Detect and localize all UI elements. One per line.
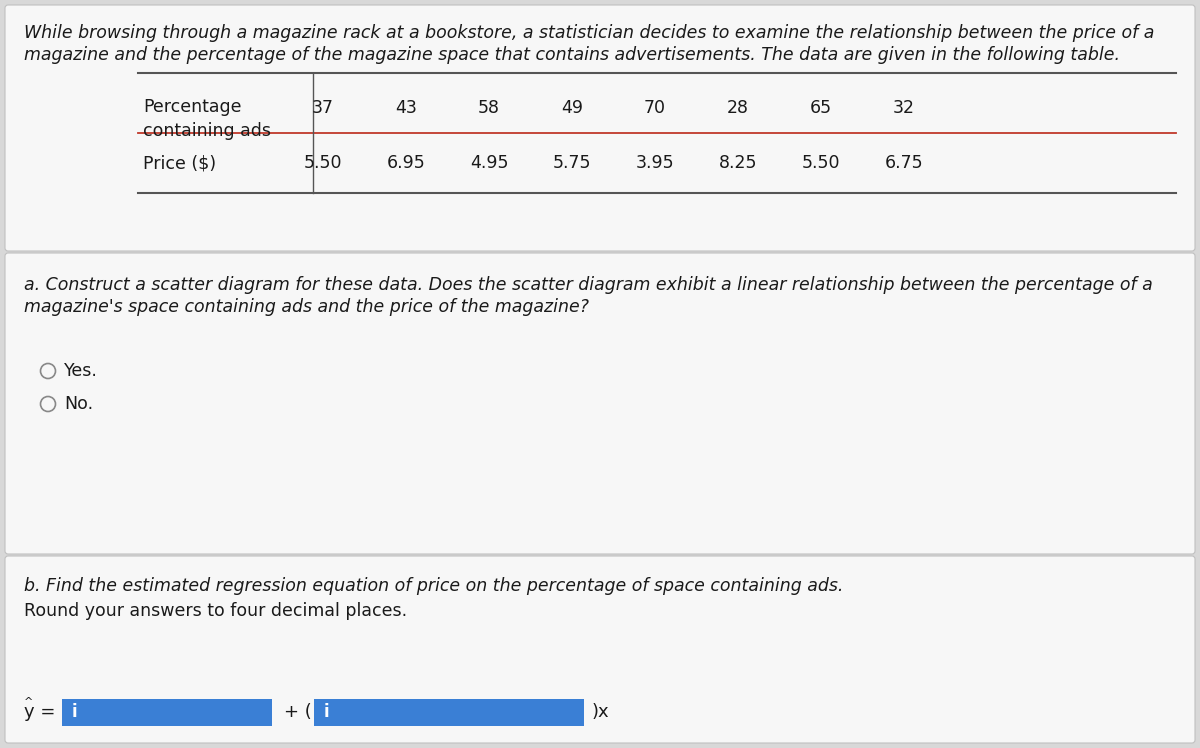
Text: Percentage
containing ads: Percentage containing ads (143, 98, 271, 140)
Text: 65: 65 (810, 99, 832, 117)
Text: Yes.: Yes. (64, 362, 98, 380)
Text: Round your answers to four decimal places.: Round your answers to four decimal place… (24, 602, 407, 620)
Text: 58: 58 (478, 99, 500, 117)
Text: + (: + ( (284, 703, 312, 721)
Text: 43: 43 (395, 99, 416, 117)
Text: No.: No. (64, 395, 94, 413)
Text: 28: 28 (727, 99, 749, 117)
FancyBboxPatch shape (5, 5, 1195, 251)
Text: )x: )x (592, 703, 610, 721)
Text: 6.95: 6.95 (386, 154, 425, 172)
Text: 49: 49 (562, 99, 583, 117)
Text: Price ($): Price ($) (143, 154, 216, 172)
Text: b. Find the estimated regression equation of price on the percentage of space co: b. Find the estimated regression equatio… (24, 577, 844, 595)
Text: magazine's space containing ads and the price of the magazine?: magazine's space containing ads and the … (24, 298, 589, 316)
Bar (314, 699, 584, 726)
Bar (62, 699, 272, 726)
Text: 4.95: 4.95 (469, 154, 509, 172)
Text: While browsing through a magazine rack at a bookstore, a statistician decides to: While browsing through a magazine rack a… (24, 24, 1154, 42)
Text: 37: 37 (312, 99, 334, 117)
Text: magazine and the percentage of the magazine space that contains advertisements. : magazine and the percentage of the magaz… (24, 46, 1120, 64)
Text: 5.75: 5.75 (553, 154, 592, 172)
Text: 5.50: 5.50 (304, 154, 342, 172)
FancyBboxPatch shape (5, 253, 1195, 554)
FancyBboxPatch shape (5, 556, 1195, 743)
Text: a. Construct a scatter diagram for these data. Does the scatter diagram exhibit : a. Construct a scatter diagram for these… (24, 276, 1153, 294)
Text: 32: 32 (893, 99, 916, 117)
Text: ^: ^ (24, 697, 32, 707)
Text: y =: y = (24, 703, 55, 721)
Text: i: i (72, 703, 78, 721)
Text: 5.50: 5.50 (802, 154, 840, 172)
Text: 6.75: 6.75 (884, 154, 923, 172)
Text: 3.95: 3.95 (636, 154, 674, 172)
Text: i: i (324, 703, 330, 721)
Text: 70: 70 (644, 99, 666, 117)
Text: 8.25: 8.25 (719, 154, 757, 172)
